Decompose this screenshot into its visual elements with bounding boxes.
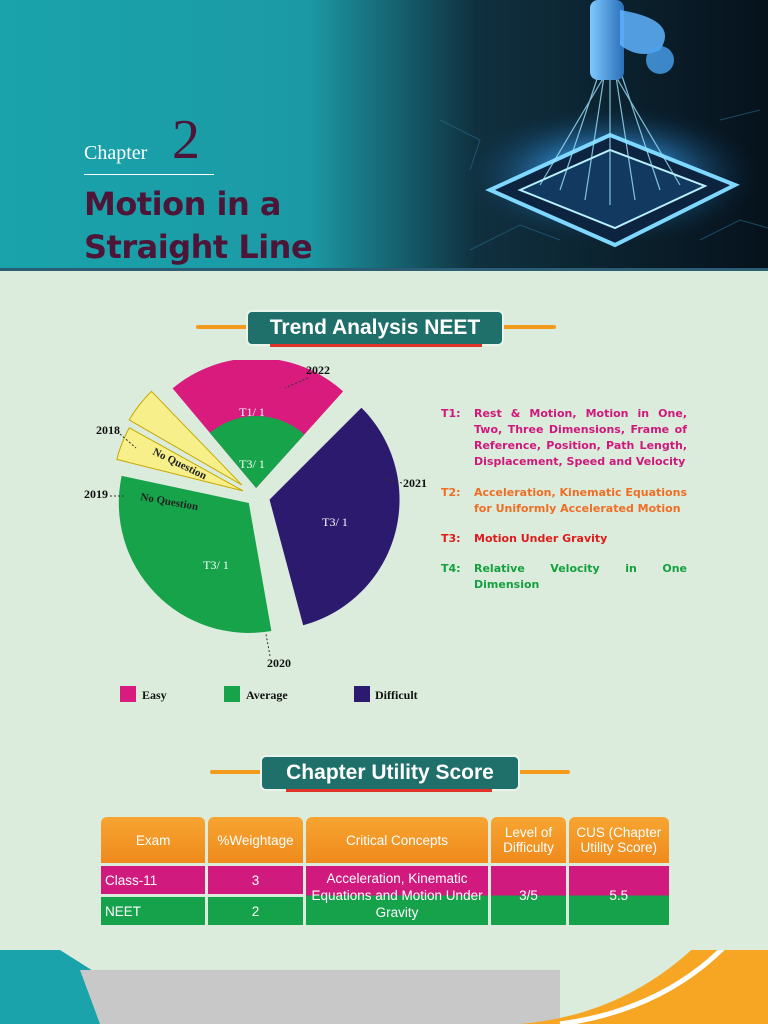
chip-illustration — [439, 0, 768, 251]
chapter-underline — [84, 174, 214, 175]
footer-decoration — [0, 950, 768, 1024]
legend-label-easy: Easy — [142, 688, 167, 702]
col-header-exam: Exam — [101, 817, 206, 863]
year-label-2019: 2019 — [84, 487, 108, 501]
pie-label-2020: T3/ 1 — [203, 558, 229, 572]
topic-t4: T4: Relative Velocity in One Dimension — [441, 561, 687, 593]
cell-weightage: 2 — [208, 897, 303, 925]
topic-code: T3: — [441, 532, 461, 545]
topic-code: T4: — [441, 562, 461, 575]
pie-slice-2020 — [118, 475, 272, 633]
year-label-2020: 2020 — [267, 656, 291, 670]
cell-exam: NEET — [101, 897, 206, 925]
heading-red-underline — [270, 344, 482, 347]
table-row: NEET 2 — [101, 897, 669, 925]
cell-cus-value: 5.5 — [568, 866, 669, 925]
leader-2021 — [384, 478, 403, 484]
legend-swatch-average — [224, 686, 240, 702]
topic-t2: T2: Acceleration, Kinematic Equations fo… — [441, 485, 687, 517]
chapter-title-line2: Straight Line — [84, 228, 313, 266]
leader-2022 — [284, 377, 309, 389]
cus-heading-text: Chapter Utility Score — [260, 755, 520, 791]
chapter-title-line1: Motion in a — [84, 185, 281, 223]
trend-heading: Trend Analysis NEET — [196, 310, 556, 347]
year-label-2022: 2022 — [306, 363, 330, 377]
trend-heading-text: Trend Analysis NEET — [246, 310, 504, 346]
legend-swatch-easy — [120, 686, 136, 702]
cell-level-of-difficulty: 3/5 — [491, 866, 566, 925]
col-header-concepts: Critical Concepts — [305, 817, 489, 863]
topic-code: T2: — [441, 486, 461, 499]
chapter-number: 2 — [172, 109, 200, 171]
banner-border — [0, 268, 768, 271]
col-header-weightage: %Weightage — [208, 817, 303, 863]
year-label-2018: 2018 — [96, 423, 120, 437]
leader-2020 — [265, 633, 271, 657]
topic-text: Acceleration, Kinematic Equations for Un… — [474, 486, 687, 515]
pie-label-2022-inner: T3/ 1 — [239, 457, 265, 471]
topic-t1: T1: Rest & Motion, Motion in One, Two, T… — [441, 406, 687, 470]
cell-exam: Class-11 — [101, 866, 206, 894]
heading-red-underline — [286, 789, 492, 792]
pie-slice-2018 — [128, 390, 243, 486]
leader-2018 — [119, 433, 137, 449]
cus-table: Exam %Weightage Critical Concepts Level … — [98, 814, 672, 928]
year-label-2021: 2021 — [403, 476, 427, 490]
topic-text: Motion Under Gravity — [474, 532, 608, 545]
legend-swatch-difficult — [354, 686, 370, 702]
table-row: Class-11 3 Acceleration, Kinematic Equat… — [101, 866, 669, 925]
cell-critical-concepts: Acceleration, Kinematic Equations and Mo… — [305, 866, 489, 925]
legend-label-average: Average — [246, 688, 288, 702]
pie-label-2022: T1/ 1 — [239, 405, 265, 419]
topic-code: T1: — [441, 407, 461, 420]
pie-slice-2022-inner — [209, 416, 305, 489]
table-header-row: Exam %Weightage Critical Concepts Level … — [101, 817, 669, 863]
cell-weightage: 3 — [208, 866, 303, 894]
legend-label-difficult: Difficult — [375, 688, 418, 702]
topic-text: Rest & Motion, Motion in One, Two, Three… — [474, 407, 687, 468]
pie-slice-2019 — [116, 427, 244, 492]
pie-slice-2021 — [269, 407, 400, 626]
cus-heading: Chapter Utility Score — [210, 755, 570, 792]
chapter-label: Chapter — [84, 142, 148, 164]
col-header-cus: CUS (Chapter Utility Score) — [568, 817, 669, 863]
pie-label-2021: T3/ 1 — [322, 515, 348, 529]
topic-t3: T3: Motion Under Gravity — [441, 531, 687, 547]
col-header-difficulty: Level of Difficulty — [491, 817, 566, 863]
topic-text: Relative Velocity in One Dimension — [474, 562, 687, 591]
chapter-banner: Chapter 2 Motion in a Straight Line — [0, 0, 768, 270]
